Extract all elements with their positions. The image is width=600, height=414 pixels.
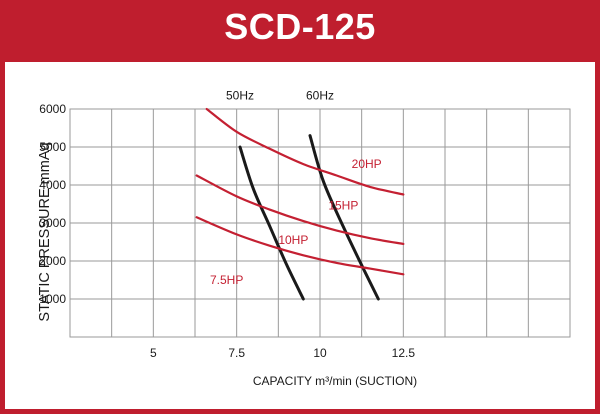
x-axis-label: CAPACITY m³/min (SUCTION) bbox=[253, 374, 417, 388]
curves bbox=[195, 107, 405, 301]
series-line-20hp bbox=[205, 107, 405, 196]
x-tick-label: 10 bbox=[313, 346, 327, 360]
annotation-20hp: 20HP bbox=[352, 157, 382, 171]
annotation-7-5hp: 7.5HP bbox=[210, 273, 243, 287]
tick-labels: 1000 2000 3000 4000 5000 6000 5 7.5 10 12.5 bbox=[39, 102, 415, 360]
grid bbox=[69, 108, 571, 338]
series-line-50hz bbox=[238, 145, 305, 301]
x-tick-label: 12.5 bbox=[392, 346, 416, 360]
annotation-10hp: 10HP bbox=[278, 233, 308, 247]
annotation-50hz: 50Hz bbox=[226, 89, 254, 103]
annotation-60hz: 60Hz bbox=[306, 89, 334, 103]
x-tick-label: 7.5 bbox=[228, 346, 245, 360]
annotations: 50Hz 60Hz 20HP 15HP 10HP 7.5HP bbox=[210, 89, 382, 287]
y-tick-label: 5000 bbox=[39, 140, 66, 154]
plot-panel: 1000 2000 3000 4000 5000 6000 5 7.5 10 12.5 50Hz 6… bbox=[5, 62, 595, 409]
y-tick-label: 4000 bbox=[39, 178, 66, 192]
y-tick-label: 1000 bbox=[39, 292, 66, 306]
y-axis-label: STATIC PRESSURE mmAq bbox=[37, 142, 53, 321]
chart-title: SCD-125 bbox=[224, 6, 376, 47]
performance-chart: 1000 2000 3000 4000 5000 6000 5 7.5 10 12.5 50Hz 6… bbox=[37, 89, 571, 388]
header-bar: SCD-125 bbox=[0, 0, 600, 62]
series-line-15hp bbox=[195, 174, 405, 245]
x-tick-label: 5 bbox=[150, 346, 157, 360]
annotation-15hp: 15HP bbox=[328, 199, 358, 213]
y-tick-label: 6000 bbox=[39, 102, 66, 116]
y-tick-label: 3000 bbox=[39, 216, 66, 230]
y-tick-label: 2000 bbox=[39, 254, 66, 268]
series-line-10hp bbox=[195, 216, 405, 276]
series-line-60hz bbox=[308, 134, 380, 301]
